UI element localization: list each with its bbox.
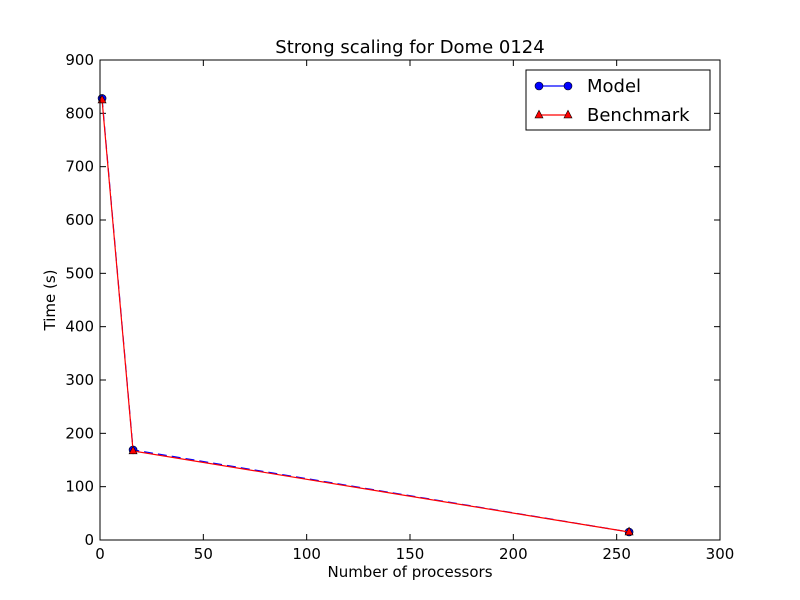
legend-marker-end: [563, 109, 573, 119]
x-axis-label: Number of processors: [327, 563, 492, 581]
x-tick-label: 100: [292, 545, 321, 563]
y-tick-label: 400: [65, 318, 94, 336]
y-tick-label: 300: [65, 371, 94, 389]
legend-entry: Benchmark: [534, 105, 690, 126]
plot-background: [100, 60, 720, 540]
x-tick-label: 50: [194, 545, 213, 563]
y-tick-label: 100: [65, 478, 94, 496]
x-tick-label: 250: [602, 545, 631, 563]
legend-box: [525, 69, 711, 131]
data-series: [97, 94, 634, 537]
y-tick-label: 500: [65, 264, 94, 282]
y-tick-label: 700: [65, 158, 94, 176]
x-tick-label: 300: [706, 545, 735, 563]
legend-entries: Model Benchmark: [534, 76, 690, 126]
series-1: [97, 94, 634, 536]
plot-area: [100, 60, 720, 540]
data-point-triangle: [624, 526, 634, 536]
y-tick-label: 600: [65, 211, 94, 229]
legend-label: Benchmark: [587, 105, 690, 126]
y-tick-labels: 0 100 200 300 400 500 600 700 800 900: [65, 51, 94, 549]
chart-title: Strong scaling for Dome 0124: [275, 37, 544, 58]
legend: Model Benchmark: [525, 69, 711, 131]
x-tick-label: 150: [396, 545, 425, 563]
y-tick-label: 800: [65, 104, 94, 122]
legend-marker-start: [534, 81, 544, 91]
x-tick-label: 0: [95, 545, 105, 563]
legend-entry: Model: [534, 76, 641, 97]
y-tick-label: 0: [84, 531, 94, 549]
plot-frame: [99, 59, 721, 541]
y-axis-label: Time (s): [41, 270, 59, 332]
legend-marker-start: [534, 109, 544, 119]
y-tick-label: 200: [65, 424, 94, 442]
legend-label: Model: [587, 76, 641, 97]
x-tick-label: 200: [499, 545, 528, 563]
y-tick-label: 900: [65, 51, 94, 69]
data-point-triangle: [128, 445, 138, 455]
legend-marker-end: [563, 81, 573, 91]
x-tick-labels: 0 50 100 150 200 250 300: [95, 545, 734, 563]
